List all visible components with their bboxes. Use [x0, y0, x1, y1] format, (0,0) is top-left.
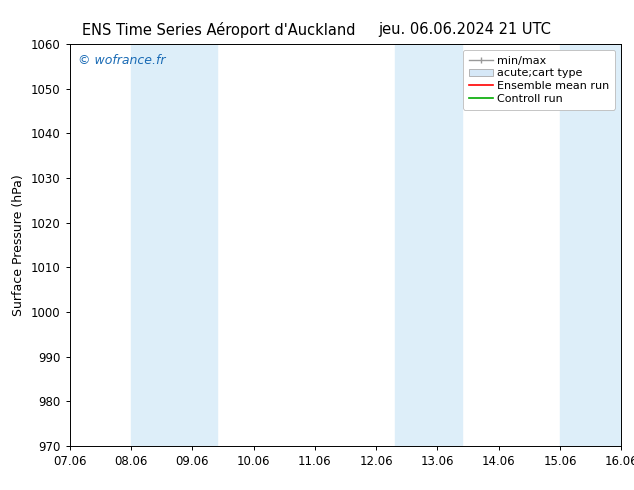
Text: © wofrance.fr: © wofrance.fr: [78, 54, 165, 67]
Y-axis label: Surface Pressure (hPa): Surface Pressure (hPa): [13, 174, 25, 316]
Text: jeu. 06.06.2024 21 UTC: jeu. 06.06.2024 21 UTC: [378, 22, 552, 37]
Legend: min/max, acute;cart type, Ensemble mean run, Controll run: min/max, acute;cart type, Ensemble mean …: [463, 50, 615, 109]
Text: ENS Time Series Aéroport d'Auckland: ENS Time Series Aéroport d'Auckland: [82, 22, 356, 38]
Bar: [560, 44, 621, 446]
Bar: [131, 44, 217, 446]
Bar: [394, 44, 462, 446]
